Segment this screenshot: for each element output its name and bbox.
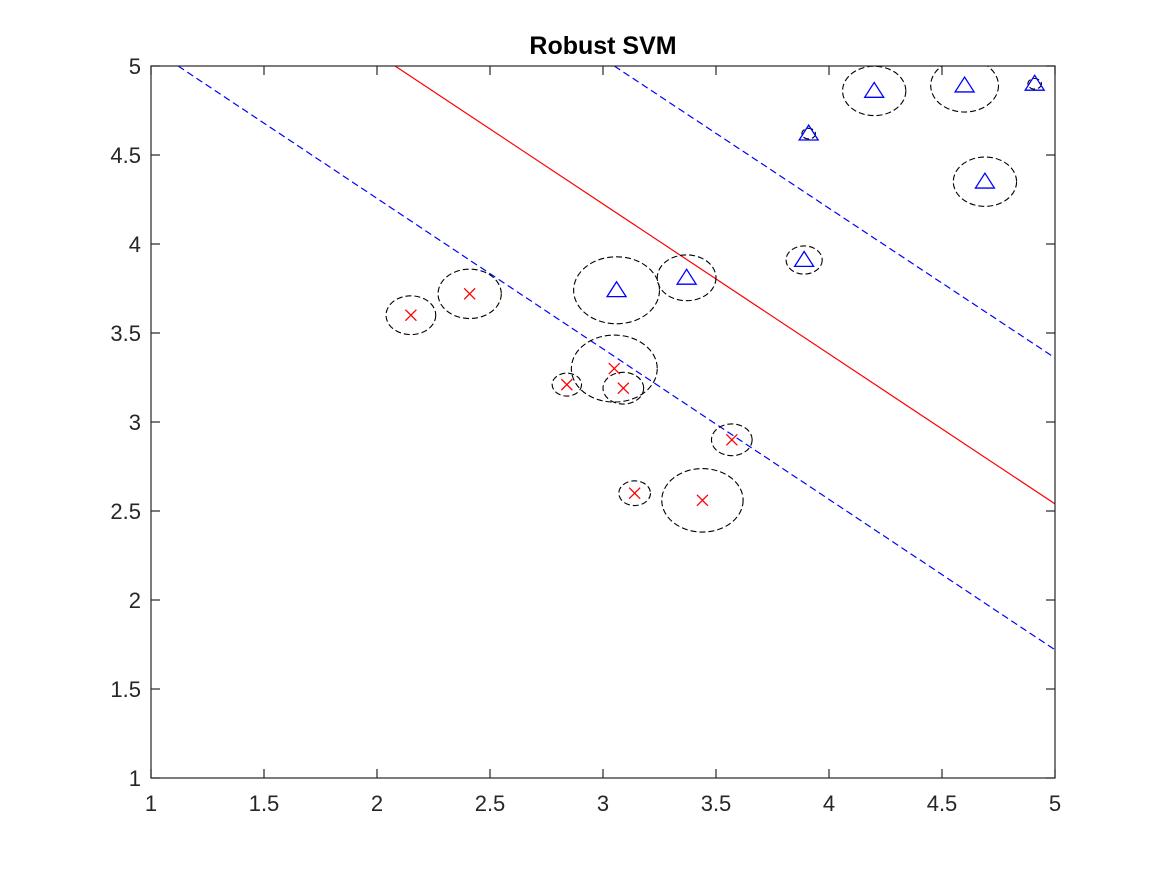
uncertainty-ellipse	[570, 334, 658, 403]
red-x-marker	[628, 487, 641, 500]
x-marker-stroke	[608, 362, 621, 375]
uncertainty-ellipse	[930, 66, 1000, 113]
uncertainty-ellipse	[785, 245, 823, 275]
data-markers	[404, 74, 1046, 507]
y-tick-label: 2	[129, 588, 141, 613]
red-x-marker	[560, 378, 573, 391]
y-tick-label: 1.5	[110, 677, 141, 702]
blue-triangle-marker	[797, 123, 820, 141]
x-marker-stroke	[628, 487, 641, 500]
x-marker-stroke	[404, 309, 417, 322]
red-x-marker	[463, 287, 476, 300]
y-tick-label: 5	[129, 54, 141, 79]
red-x-marker	[696, 494, 709, 507]
uncertainty-ellipse	[385, 295, 437, 336]
uncertainty-ellipse	[1027, 77, 1042, 90]
x-tick-label: 2	[371, 791, 383, 816]
x-marker-stroke	[617, 382, 630, 395]
uncertainty-ellipse	[551, 372, 583, 397]
x-axis: 1 1.5 2 2.5 3 3.5 4 4.5 5	[145, 66, 1061, 816]
y-tick-label: 3	[129, 410, 141, 435]
x-tick-label: 3.5	[701, 791, 732, 816]
x-marker-stroke	[463, 287, 476, 300]
blue-triangle-marker	[675, 268, 698, 285]
y-axis: 1 1.5 2 2.5 3 3.5 4 4.5 5	[110, 54, 1055, 791]
uncertainty-ellipse	[801, 127, 816, 140]
red-x-marker	[725, 433, 738, 446]
blue-triangle-marker	[863, 81, 885, 98]
x-tick-label: 2.5	[475, 791, 506, 816]
x-marker-stroke	[696, 494, 709, 507]
uncertainty-ellipse	[573, 256, 661, 325]
svm-lines	[177, 66, 1055, 651]
uncertainty-ellipse	[710, 423, 753, 457]
blue-triangle-marker	[953, 75, 976, 93]
y-tick-label: 4	[129, 232, 141, 257]
uncertainty-ellipse	[842, 66, 907, 117]
y-tick-label: 4.5	[110, 143, 141, 168]
uncertainty-ellipse	[602, 371, 645, 405]
margin-upper-line	[613, 66, 1055, 359]
decision-boundary-line	[394, 66, 1055, 505]
x-tick-label: 3	[597, 791, 609, 816]
blue-triangle-marker	[793, 250, 815, 268]
x-tick-label: 1.5	[249, 791, 280, 816]
x-marker-stroke	[725, 433, 738, 446]
y-tick-label: 2.5	[110, 499, 141, 524]
chart-title: Robust SVM	[529, 32, 676, 60]
red-x-marker	[617, 382, 630, 395]
uncertainty-ellipse	[437, 268, 502, 320]
y-tick-label: 3.5	[110, 321, 141, 346]
blue-triangle-marker	[974, 171, 996, 189]
y-tick-label: 1	[129, 766, 141, 791]
x-tick-label: 5	[1049, 791, 1061, 816]
uncertainty-ellipse	[661, 468, 744, 533]
uncertainty-ellipse	[952, 156, 1018, 207]
uncertainty-ellipses	[385, 66, 1042, 533]
uncertainty-ellipse	[618, 480, 652, 507]
red-x-marker	[404, 309, 417, 322]
x-tick-label: 1	[145, 791, 157, 816]
x-tick-label: 4.5	[927, 791, 958, 816]
x-marker-stroke	[560, 378, 573, 391]
uncertainty-ellipse	[656, 254, 717, 302]
x-tick-label: 4	[823, 791, 835, 816]
blue-triangle-marker	[605, 280, 628, 298]
red-x-marker	[608, 362, 621, 375]
blue-triangle-marker	[1023, 74, 1046, 91]
